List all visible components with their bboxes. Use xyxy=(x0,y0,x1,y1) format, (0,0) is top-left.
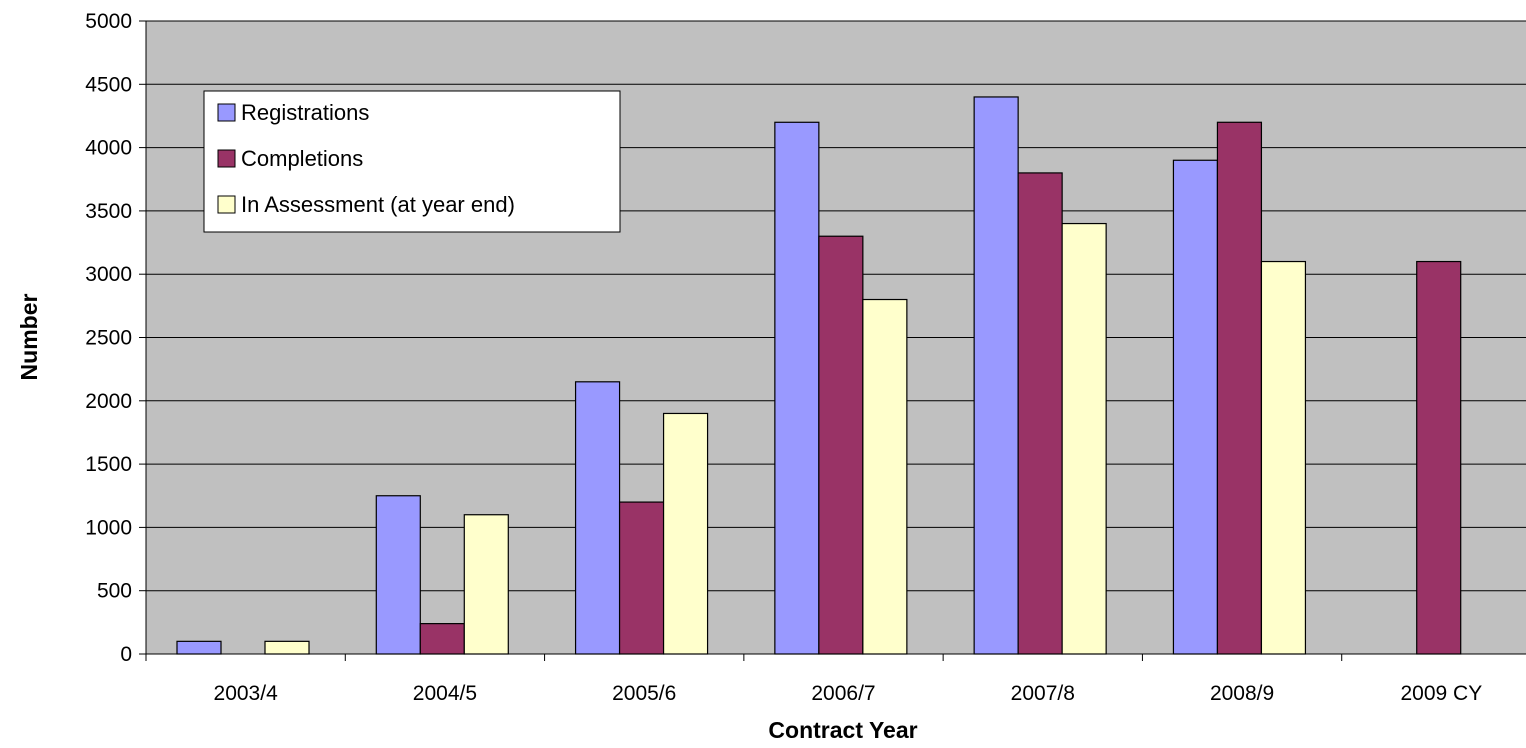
y-tick-label: 2500 xyxy=(85,327,132,350)
axes xyxy=(139,20,1526,661)
bar-in-5 xyxy=(1260,260,1307,655)
bar-registrations-2 xyxy=(574,381,621,655)
bar-completions-4 xyxy=(1017,172,1063,655)
x-tick-label: 2006/7 xyxy=(811,682,875,705)
y-tick-label: 1500 xyxy=(85,453,132,476)
bar-completions-2 xyxy=(618,501,665,655)
bars xyxy=(176,96,1462,655)
y-tick-labels: 0 500 1000 1500 2000 2500 3000 3500 4000 4500 5000 xyxy=(85,10,132,666)
legend: Registrations Completions In Assessment (a… xyxy=(203,90,621,233)
legend-swatch xyxy=(217,149,236,168)
x-tick-label: 2003/4 xyxy=(214,682,279,705)
y-tick-label: 1000 xyxy=(85,516,132,539)
legend-swatch xyxy=(217,195,236,214)
bar-registrations-1 xyxy=(375,495,421,655)
x-tick-label: 2005/6 xyxy=(612,682,676,705)
bar-registrations-3 xyxy=(774,121,820,655)
x-tick-label: 2009 CY xyxy=(1400,682,1482,705)
bar-completions-5 xyxy=(1216,121,1263,655)
y-tick-label: 2000 xyxy=(85,390,132,413)
bar-in-1 xyxy=(463,514,509,655)
y-tick-label: 0 xyxy=(120,643,132,666)
bar-completions-6 xyxy=(1416,260,1462,655)
bar-registrations-0 xyxy=(176,640,222,655)
bar-registrations-5 xyxy=(1172,159,1219,655)
legend-label: Registrations xyxy=(241,100,369,125)
y-tick-label: 500 xyxy=(97,580,132,603)
bar-in-2 xyxy=(662,412,709,655)
y-axis-title: Number xyxy=(16,294,42,381)
y-tick-label: 3500 xyxy=(85,200,132,223)
bar-in-0 xyxy=(264,640,310,655)
x-tick-label: 2007/8 xyxy=(1011,682,1075,705)
x-tick-labels: 2003/4 2004/5 2005/6 2006/7 2007/8 2008/9 2009… xyxy=(214,682,1483,705)
x-axis-title: Contract Year xyxy=(768,717,917,743)
legend-box xyxy=(203,90,621,233)
bar-in-4 xyxy=(1061,222,1107,655)
x-tick-label: 2008/9 xyxy=(1210,682,1274,705)
x-tick-label: 2004/5 xyxy=(413,682,477,705)
bar-completions-3 xyxy=(818,235,864,655)
legend-label: Completions xyxy=(241,146,363,171)
y-tick-label: 5000 xyxy=(85,10,132,33)
y-tick-label: 3000 xyxy=(85,263,132,286)
y-tick-label: 4500 xyxy=(85,73,132,96)
bar-completions-1 xyxy=(419,623,465,655)
legend-swatch xyxy=(217,103,236,122)
bar-registrations-4 xyxy=(973,96,1019,655)
y-tick-label: 4000 xyxy=(85,137,132,160)
bar-in-3 xyxy=(862,298,908,655)
legend-label: In Assessment (at year end) xyxy=(241,192,515,217)
